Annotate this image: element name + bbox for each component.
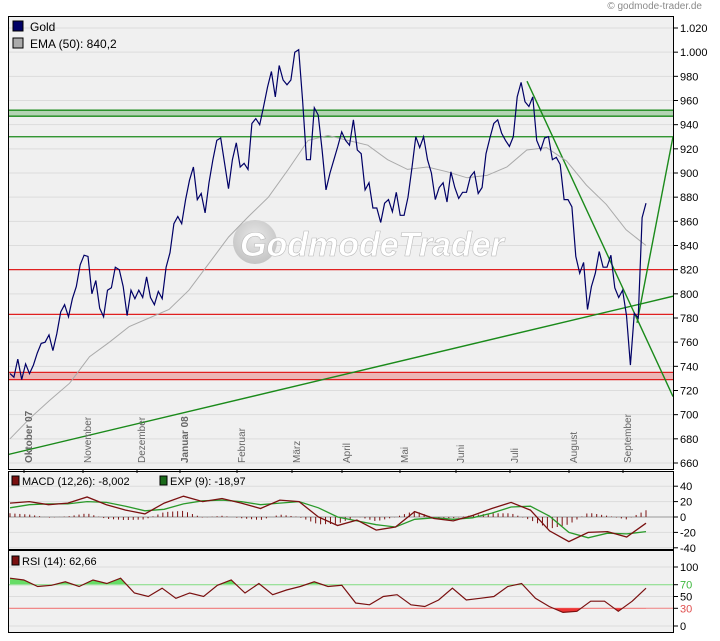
month-label: April xyxy=(342,443,353,463)
rsi-legend-label: RSI (14): 62,66 xyxy=(22,556,97,568)
gold-legend-label: Gold xyxy=(30,20,55,34)
y-tick-label: 980 xyxy=(680,71,698,83)
y-tick-label: 700 xyxy=(680,410,698,422)
y-tick-label: 800 xyxy=(680,289,698,301)
y-tick-label: -20 xyxy=(680,527,696,539)
watermark-text: GodmodeTrader xyxy=(240,226,506,264)
y-tick-label: 50 xyxy=(680,592,692,604)
watermark-circle xyxy=(233,220,277,264)
month-label: Januar 08 xyxy=(180,416,191,463)
y-tick-label: 100 xyxy=(680,562,698,574)
y-tick-label: 20 xyxy=(680,497,692,509)
y-tick-label: 880 xyxy=(680,192,698,204)
y-tick-label: 0 xyxy=(680,512,686,524)
month-label: Oktober 07 xyxy=(24,410,35,463)
macd-line xyxy=(9,495,647,543)
y-tick-label: 40 xyxy=(680,481,692,493)
rsi-legend-swatch xyxy=(11,555,20,566)
y-tick-label: 30 xyxy=(680,603,692,615)
price-legend: Gold EMA (50): 840,2 xyxy=(12,20,117,51)
month-label: September xyxy=(623,413,634,463)
macd-legend-swatch xyxy=(11,475,20,486)
y-tick-label: 820 xyxy=(680,265,698,277)
gold-series-line xyxy=(9,48,647,380)
y-tick-label: 1.000 xyxy=(680,47,708,59)
ema-legend-label: EMA (50): 840,2 xyxy=(30,37,117,51)
exp-legend-label: EXP (9): -18,97 xyxy=(170,476,246,488)
y-tick-label: 860 xyxy=(680,216,698,228)
y-tick-label: 760 xyxy=(680,337,698,349)
exp-legend-swatch xyxy=(159,475,168,486)
rsi-line xyxy=(9,577,647,614)
month-label: November xyxy=(83,416,94,463)
copyright-credit: © godmode-trader.de xyxy=(607,1,702,12)
level-band xyxy=(9,110,673,117)
macd-legend-label: MACD (12,26): -8,002 xyxy=(22,476,130,488)
month-label: März xyxy=(292,441,303,463)
month-label: Februar xyxy=(237,427,248,463)
y-tick-label: 680 xyxy=(680,434,698,446)
month-label: Juni xyxy=(456,445,467,463)
rsi-panel xyxy=(8,550,674,633)
y-tick-label: 1.020 xyxy=(680,23,708,35)
downtrend-line xyxy=(526,80,673,397)
month-label: August xyxy=(569,432,580,463)
uptrend-line xyxy=(9,295,673,456)
watermark: GodmodeTrader xyxy=(233,220,506,264)
y-tick-label: 900 xyxy=(680,168,698,180)
ema-legend-swatch xyxy=(12,37,24,49)
y-tick-label: 920 xyxy=(680,144,698,156)
y-tick-label: 660 xyxy=(680,458,698,470)
month-label: Mai xyxy=(400,447,411,463)
price-panel xyxy=(8,16,674,470)
y-tick-label: 720 xyxy=(680,385,698,397)
y-tick-label: -40 xyxy=(680,543,696,555)
y-tick-label: 840 xyxy=(680,240,698,252)
rsi-legend: RSI (14): 62,66 xyxy=(11,555,97,568)
y-tick-label: 70 xyxy=(680,580,692,592)
exp-signal-line xyxy=(9,499,647,539)
macd-legend: MACD (12,26): -8,002 EXP (9): -18,97 xyxy=(11,475,246,488)
y-tick-label: 940 xyxy=(680,120,698,132)
macd-panel xyxy=(8,471,674,550)
level-band xyxy=(9,372,673,380)
steep-uptrend-line xyxy=(636,136,673,323)
month-label: Dezember xyxy=(137,416,148,463)
y-tick-label: 960 xyxy=(680,95,698,107)
y-tick-label: 0 xyxy=(680,621,686,633)
y-tick-label: 780 xyxy=(680,313,698,325)
y-tick-label: 740 xyxy=(680,361,698,373)
month-label: Juli xyxy=(510,448,521,463)
gold-legend-swatch xyxy=(12,20,24,32)
